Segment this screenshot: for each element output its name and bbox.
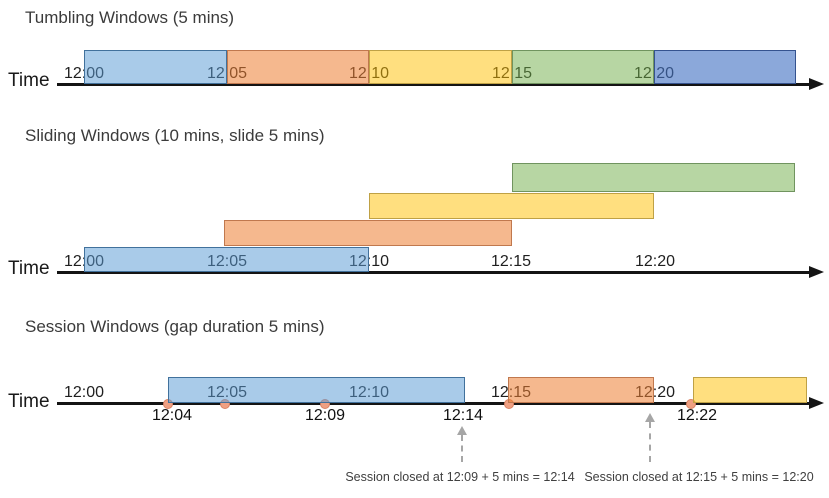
timeline-arrowhead-session	[809, 397, 824, 409]
timeline-arrowhead-tumbling	[809, 78, 824, 90]
window-session-w1	[168, 377, 465, 403]
window-sliding-w4	[512, 163, 795, 192]
timeline-session	[57, 402, 810, 405]
timeline-tumbling	[57, 83, 810, 86]
event-time-label-3: 12:22	[676, 407, 718, 424]
window-tumbling-w3	[369, 50, 512, 84]
section-title-session: Session Windows (gap duration 5 mins)	[25, 317, 325, 336]
window-tumbling-w2	[227, 50, 369, 84]
annotation-arrow-line	[649, 422, 651, 462]
window-session-w2	[508, 377, 654, 403]
window-sliding-w2	[224, 220, 512, 246]
annotation-arrow-head	[645, 413, 655, 422]
window-sliding-w3	[369, 193, 654, 219]
section-title-tumbling: Tumbling Windows (5 mins)	[25, 8, 235, 27]
timeline-arrowhead-sliding	[809, 266, 824, 278]
event-time-label-2: 12:14	[442, 407, 484, 424]
timeline-sliding	[57, 271, 810, 274]
window-tumbling-w4	[512, 50, 654, 84]
window-tumbling-w1	[84, 50, 227, 84]
event-dot	[686, 399, 696, 409]
event-time-label-0: 12:04	[151, 407, 193, 424]
tick-sliding-3: 12:15	[490, 253, 532, 270]
annotation-arrow-head	[457, 426, 467, 435]
time-axis-label-session: Time	[8, 391, 50, 412]
time-axis-label-sliding: Time	[8, 258, 50, 279]
window-session-w3	[693, 377, 807, 403]
annotation-arrow-line	[461, 435, 463, 462]
section-title-sliding: Sliding Windows (10 mins, slide 5 mins)	[25, 126, 325, 145]
event-time-label-1: 12:09	[304, 407, 346, 424]
time-axis-label-tumbling: Time	[8, 70, 50, 91]
tick-session-0: 12:00	[63, 384, 105, 401]
annotation-text-1: Session closed at 12:15 + 5 mins = 12:20	[584, 470, 814, 484]
tick-sliding-4: 12:20	[634, 253, 676, 270]
annotation-text-0: Session closed at 12:09 + 5 mins = 12:14	[345, 470, 575, 484]
window-sliding-w1	[84, 247, 369, 272]
window-tumbling-w5	[654, 50, 796, 84]
